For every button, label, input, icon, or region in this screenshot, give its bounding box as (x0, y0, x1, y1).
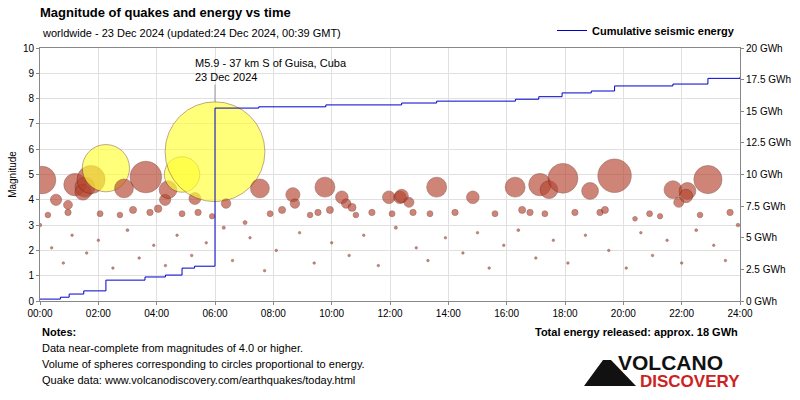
svg-text:DISCOVERY: DISCOVERY (640, 372, 740, 391)
svg-text:16:00: 16:00 (494, 308, 519, 319)
svg-text:1: 1 (28, 270, 34, 281)
svg-text:06:00: 06:00 (202, 308, 227, 319)
svg-text:10:00: 10:00 (319, 308, 344, 319)
svg-text:0: 0 (28, 296, 34, 307)
svg-text:22:00: 22:00 (669, 308, 694, 319)
svg-text:Cumulative seismic energy: Cumulative seismic energy (592, 25, 735, 37)
svg-text:08:00: 08:00 (261, 308, 286, 319)
svg-text:15 GWh: 15 GWh (746, 106, 783, 117)
svg-text:7: 7 (28, 118, 34, 129)
svg-text:10: 10 (23, 43, 35, 54)
svg-text:10 GWh: 10 GWh (746, 169, 783, 180)
svg-text:Magnitude of quakes and energy: Magnitude of quakes and energy vs time (40, 5, 291, 20)
svg-text:worldwide - 23 Dec 2024 (updat: worldwide - 23 Dec 2024 (updated:24 Dec … (42, 27, 341, 39)
svg-text:Data near-complete from magnit: Data near-complete from magnitudes of 4.… (42, 342, 303, 354)
svg-text:00:00: 00:00 (27, 308, 52, 319)
svg-text:6: 6 (28, 144, 34, 155)
svg-text:7.5 GWh: 7.5 GWh (746, 201, 785, 212)
svg-text:Notes:: Notes: (42, 326, 76, 338)
svg-text:14:00: 14:00 (436, 308, 461, 319)
svg-text:0 GWh: 0 GWh (746, 296, 777, 307)
svg-text:4: 4 (28, 194, 34, 205)
svg-text:2: 2 (28, 245, 34, 256)
svg-text:Volume of spheres correspondin: Volume of spheres corresponding to circl… (42, 358, 365, 370)
svg-text:18:00: 18:00 (552, 308, 577, 319)
svg-text:24:00: 24:00 (727, 308, 752, 319)
svg-text:20:00: 20:00 (611, 308, 636, 319)
svg-text:VOLCANO: VOLCANO (618, 351, 723, 374)
svg-text:Total energy released: approx.: Total energy released: approx. 18 GWh (535, 326, 738, 338)
svg-text:9: 9 (28, 68, 34, 79)
svg-text:17.5 GWh: 17.5 GWh (746, 74, 791, 85)
svg-text:04:00: 04:00 (144, 308, 169, 319)
svg-text:5 GWh: 5 GWh (746, 232, 777, 243)
svg-text:12.5 GWh: 12.5 GWh (746, 137, 791, 148)
svg-text:12:00: 12:00 (377, 308, 402, 319)
svg-text:20 GWh: 20 GWh (746, 43, 783, 54)
svg-text:Quake data: www.volcanodiscove: Quake data: www.volcanodiscovery.com/ear… (42, 374, 355, 386)
svg-text:02:00: 02:00 (86, 308, 111, 319)
svg-text:M5.9 - 37 km S of Guisa, Cuba2: M5.9 - 37 km S of Guisa, Cuba23 Dec 2024 (195, 57, 347, 83)
svg-text:3: 3 (28, 220, 34, 231)
svg-text:2.5 GWh: 2.5 GWh (746, 264, 785, 275)
svg-text:Magnitude: Magnitude (7, 151, 18, 198)
svg-text:8: 8 (28, 93, 34, 104)
svg-text:5: 5 (28, 169, 34, 180)
